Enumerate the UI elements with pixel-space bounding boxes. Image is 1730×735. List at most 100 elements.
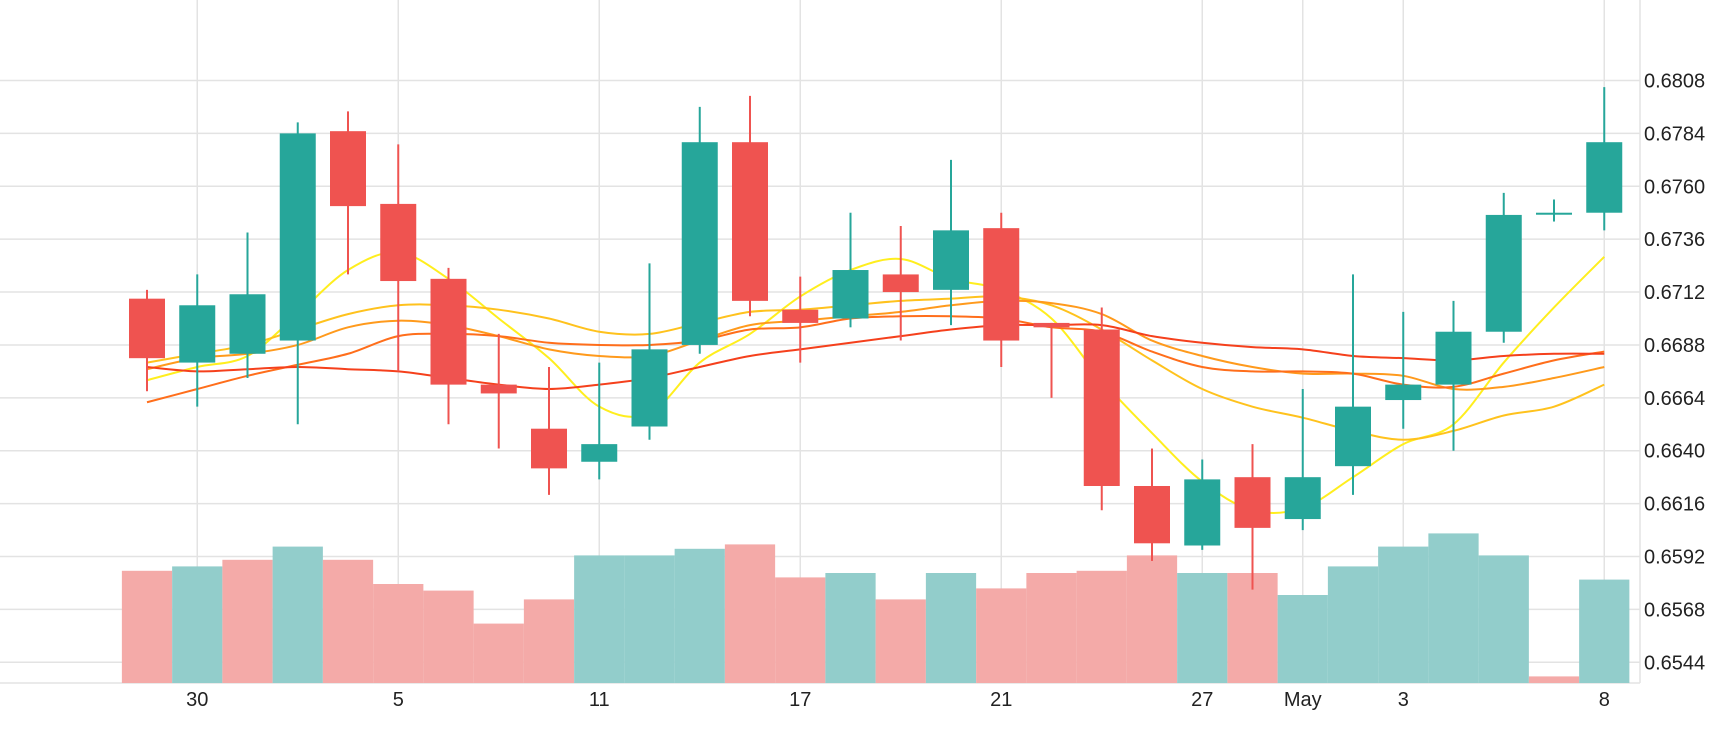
candle <box>380 144 417 372</box>
candle-body <box>129 298 165 359</box>
candle-body <box>782 309 819 323</box>
candle-body <box>1083 329 1120 486</box>
volume-bar <box>724 544 776 683</box>
volume-bar <box>1177 573 1228 683</box>
volume-bar <box>574 555 625 683</box>
candle-body <box>1234 477 1271 528</box>
candle <box>430 267 467 425</box>
volume-bar <box>1227 573 1278 683</box>
candle-body <box>480 384 517 394</box>
candle-body <box>882 274 919 293</box>
candle <box>1335 274 1371 495</box>
candle <box>1536 199 1572 222</box>
candle <box>1385 311 1422 429</box>
y-tick-label: 0.6544 <box>1644 652 1705 674</box>
volume-bar <box>1428 533 1479 683</box>
candle-body <box>732 142 768 301</box>
volume-bar <box>1076 570 1127 683</box>
y-tick-label: 0.6760 <box>1644 176 1705 198</box>
volume-bar <box>172 566 223 683</box>
candle <box>933 159 969 326</box>
volume-bar <box>322 559 374 683</box>
candle <box>1184 459 1221 550</box>
candle-body <box>380 203 417 282</box>
candle-body <box>631 349 668 427</box>
volume-bar <box>523 599 575 683</box>
candle-body <box>1184 479 1221 546</box>
candle-body <box>1335 406 1371 467</box>
volume-bars <box>121 533 1630 683</box>
candle <box>179 274 216 407</box>
candle <box>129 289 165 392</box>
candle-body <box>1284 477 1321 520</box>
candle-body <box>430 278 467 385</box>
x-tick-label: 17 <box>789 689 811 711</box>
y-tick-label: 0.6568 <box>1644 599 1705 621</box>
volume-bar <box>1327 566 1379 683</box>
x-tick-label: May <box>1284 689 1322 711</box>
y-tick-label: 0.6688 <box>1644 335 1705 357</box>
x-tick-label: 11 <box>589 689 610 711</box>
volume-bar <box>222 559 273 683</box>
volume-bar <box>473 623 524 683</box>
candle-body <box>681 142 718 345</box>
x-tick-label: 3 <box>1398 689 1409 711</box>
candle <box>1284 389 1321 531</box>
y-tick-label: 0.6592 <box>1644 547 1705 569</box>
candle-body <box>933 230 969 290</box>
moving-average-line <box>146 323 1605 391</box>
y-tick-label: 0.6616 <box>1644 494 1705 516</box>
volume-bar <box>674 548 725 683</box>
volume-bar <box>1528 676 1580 683</box>
candle <box>882 225 919 341</box>
candle <box>279 122 316 425</box>
volume-bar <box>1126 555 1178 683</box>
y-tick-label: 0.6736 <box>1644 229 1705 251</box>
candle-body <box>1536 212 1572 215</box>
candle <box>983 212 1020 367</box>
candle <box>732 95 768 317</box>
y-tick-label: 0.6784 <box>1644 123 1705 145</box>
candle <box>1134 448 1170 561</box>
candle-body <box>1033 322 1070 328</box>
candle <box>681 106 718 354</box>
candle-body <box>1435 331 1472 385</box>
candle <box>1083 307 1120 511</box>
candles <box>129 87 1623 590</box>
volume-bar <box>624 555 675 683</box>
candle <box>832 212 869 328</box>
x-tick-label: 5 <box>393 689 404 711</box>
candle <box>581 362 618 480</box>
y-tick-label: 0.6664 <box>1644 388 1705 410</box>
x-tick-label: 21 <box>990 689 1012 711</box>
candle <box>480 333 517 449</box>
candle <box>782 276 819 363</box>
volume-bar <box>1378 546 1429 683</box>
candle <box>1033 322 1070 398</box>
volume-bar <box>272 546 323 683</box>
volume-bar <box>121 570 173 683</box>
candle <box>631 263 668 440</box>
volume-bar <box>775 577 826 683</box>
candle-body <box>581 444 618 462</box>
volume-bar <box>976 588 1027 683</box>
x-tick-label: 27 <box>1191 689 1213 711</box>
volume-bar <box>1579 579 1630 683</box>
candle <box>229 232 266 379</box>
volume-bar <box>825 573 876 683</box>
candle-body <box>983 228 1020 341</box>
candle-body <box>832 270 869 319</box>
y-tick-label: 0.6640 <box>1644 441 1705 463</box>
candle-body <box>1385 384 1422 401</box>
y-axis-labels: 0.6808 0.6784 0.6760 0.6736 0.6712 0.6688 0.66… <box>1644 70 1705 674</box>
x-tick-label: 8 <box>1599 689 1610 711</box>
moving-average-line <box>146 315 1605 404</box>
candle <box>1586 87 1623 231</box>
volume-bar <box>1277 595 1328 683</box>
candle-body <box>179 305 216 363</box>
candle <box>1435 300 1472 451</box>
candle-body <box>330 131 366 207</box>
candle-body <box>1134 486 1170 544</box>
candle-body <box>1586 142 1623 213</box>
